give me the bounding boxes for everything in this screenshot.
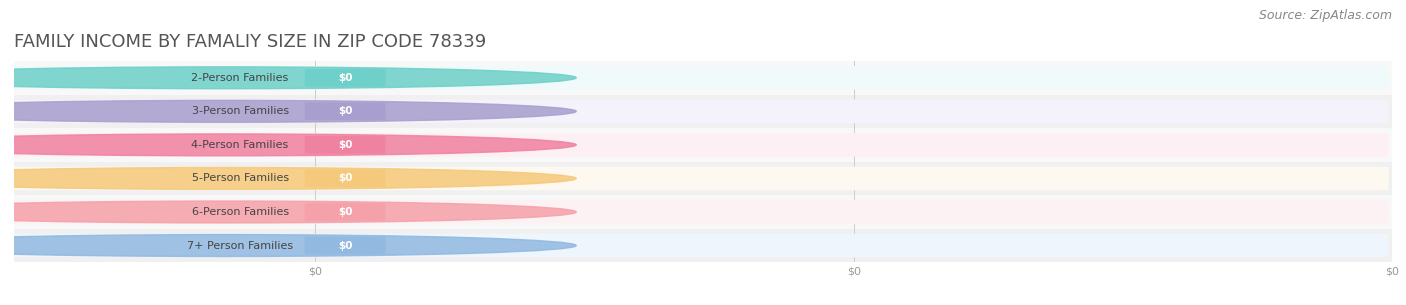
Text: 7+ Person Families: 7+ Person Families <box>187 241 294 250</box>
FancyBboxPatch shape <box>1 99 1389 123</box>
Bar <box>14 162 1392 195</box>
Text: Source: ZipAtlas.com: Source: ZipAtlas.com <box>1258 9 1392 22</box>
FancyBboxPatch shape <box>305 237 385 254</box>
Circle shape <box>0 201 576 223</box>
FancyBboxPatch shape <box>1 133 1389 157</box>
FancyBboxPatch shape <box>305 102 385 120</box>
Text: 2-Person Families: 2-Person Families <box>191 73 288 83</box>
Bar <box>14 195 1392 229</box>
FancyBboxPatch shape <box>305 203 385 221</box>
Circle shape <box>0 100 576 122</box>
Circle shape <box>0 235 576 257</box>
Bar <box>14 61 1392 95</box>
FancyBboxPatch shape <box>305 136 385 154</box>
FancyBboxPatch shape <box>305 170 385 187</box>
FancyBboxPatch shape <box>1 234 1389 257</box>
Bar <box>14 95 1392 128</box>
Circle shape <box>0 167 576 189</box>
Circle shape <box>0 134 576 156</box>
Bar <box>14 229 1392 262</box>
FancyBboxPatch shape <box>305 69 385 87</box>
Text: FAMILY INCOME BY FAMALIY SIZE IN ZIP CODE 78339: FAMILY INCOME BY FAMALIY SIZE IN ZIP COD… <box>14 33 486 51</box>
FancyBboxPatch shape <box>1 66 1389 90</box>
Text: $0: $0 <box>337 73 353 83</box>
Text: 3-Person Families: 3-Person Families <box>191 106 288 116</box>
FancyBboxPatch shape <box>1 167 1389 190</box>
Text: $0: $0 <box>337 241 353 250</box>
Text: 6-Person Families: 6-Person Families <box>191 207 288 217</box>
Text: $0: $0 <box>337 106 353 116</box>
Text: $0: $0 <box>337 207 353 217</box>
Text: $0: $0 <box>337 140 353 150</box>
Text: 4-Person Families: 4-Person Families <box>191 140 288 150</box>
FancyBboxPatch shape <box>1 200 1389 224</box>
Bar <box>14 128 1392 162</box>
Text: $0: $0 <box>337 174 353 183</box>
Circle shape <box>0 67 576 89</box>
Text: 5-Person Families: 5-Person Families <box>191 174 288 183</box>
